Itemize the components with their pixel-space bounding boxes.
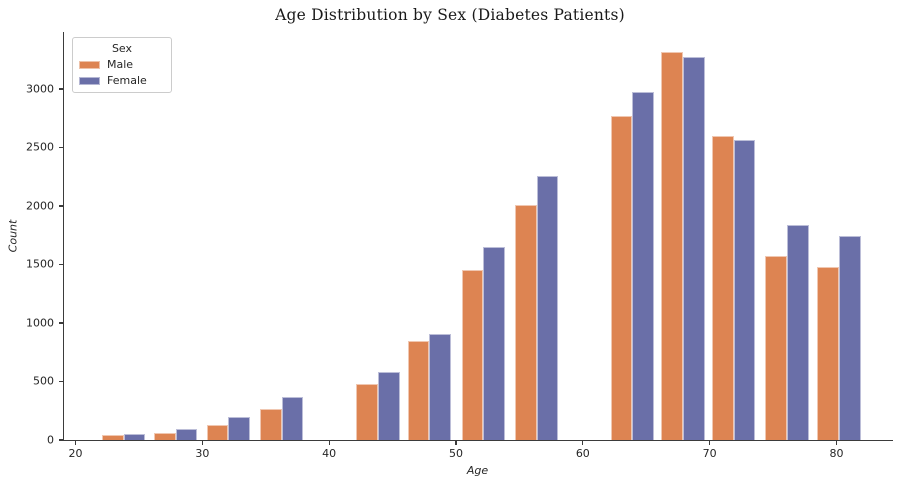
y-tick-mark: [58, 88, 63, 90]
x-tick-label: 70: [702, 447, 717, 460]
legend-title: Sex: [111, 42, 133, 55]
legend-entries: Male Female: [79, 58, 165, 87]
bar-male-bin1: [154, 432, 176, 440]
legend-swatch-female: [79, 76, 100, 85]
x-tick-label: 40: [322, 447, 337, 460]
y-tick-label: 0: [47, 433, 54, 447]
bar-female-bin2: [228, 417, 250, 440]
bar-male-bin5: [407, 341, 430, 440]
x-tick-mark: [709, 440, 711, 445]
x-tick-mark: [201, 440, 203, 445]
bar-female-bin7: [536, 175, 559, 440]
x-tick-label: 50: [448, 447, 463, 460]
y-axis-label: Count: [6, 219, 20, 253]
x-tick-label: 60: [575, 447, 590, 460]
bar-male-bin11: [765, 255, 787, 440]
legend-label: Female: [107, 74, 147, 87]
bar-female-bin6: [483, 246, 505, 440]
chart-title: Age Distribution by Sex (Diabetes Patien…: [275, 6, 625, 24]
bar-female-bin4: [377, 372, 400, 440]
legend-label: Male: [107, 58, 134, 71]
y-tick-mark: [58, 439, 63, 441]
bar-male-bin2: [206, 424, 229, 440]
y-tick-label: 500: [33, 374, 54, 388]
y-tick-mark: [58, 263, 63, 266]
bar-female-bin3: [281, 396, 304, 440]
legend-swatch-male: [79, 60, 100, 69]
bar-female-bin11: [787, 225, 809, 440]
bar-female-bin1: [175, 428, 198, 440]
y-tick-label: 2000: [26, 199, 54, 213]
x-axis-label: Age: [466, 464, 489, 477]
y-tick-label: 2500: [26, 140, 54, 154]
legend-entry-male: Male: [79, 58, 165, 71]
bar-female-bin12: [839, 235, 861, 440]
y-tick-label: 3000: [26, 82, 54, 96]
bar-female-bin9: [683, 57, 705, 440]
bar-male-bin3: [260, 409, 282, 440]
bar-female-bin10: [733, 140, 756, 440]
bar-female-bin0: [123, 434, 146, 440]
bar-male-bin8: [610, 115, 633, 440]
y-tick-mark: [58, 146, 63, 149]
legend-entry-female: Female: [79, 74, 165, 87]
x-tick-label: 20: [68, 447, 83, 460]
bar-male-bin7: [514, 204, 537, 440]
y-tick-mark: [58, 322, 63, 324]
legend: Sex Male Female: [72, 37, 172, 93]
bar-female-bin8: [632, 91, 654, 440]
bar-male-bin4: [356, 383, 378, 440]
y-tick-label: 1000: [26, 316, 54, 330]
y-tick-mark: [58, 205, 63, 207]
plot-area: Sex Male Female 0 500 1000 1500 2000 2500 3000 2…: [26, 32, 893, 460]
x-tick-label: 80: [829, 447, 844, 460]
bar-male-bin12: [817, 266, 839, 440]
x-tick-mark: [328, 440, 330, 445]
y-tick-mark: [58, 380, 63, 383]
x-tick-mark: [455, 440, 457, 445]
x-tick-label: 30: [195, 447, 210, 460]
bar-female-bin5: [429, 334, 451, 440]
bar-male-bin6: [461, 269, 484, 440]
x-tick-mark: [835, 440, 838, 445]
x-tick-mark: [582, 440, 584, 445]
bar-male-bin10: [712, 135, 734, 440]
bar-male-bin9: [661, 51, 683, 440]
bar-male-bin0: [102, 435, 124, 440]
y-tick-label: 1500: [26, 257, 54, 271]
x-tick-mark: [74, 440, 77, 445]
